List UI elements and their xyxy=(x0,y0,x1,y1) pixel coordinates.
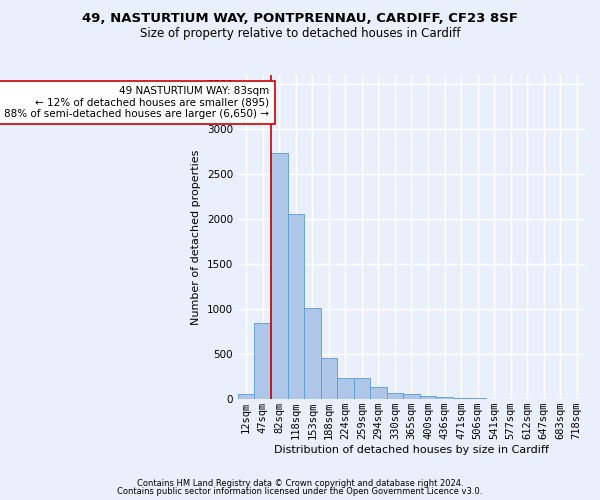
Text: Contains HM Land Registry data © Crown copyright and database right 2024.: Contains HM Land Registry data © Crown c… xyxy=(137,478,463,488)
Bar xyxy=(337,378,353,399)
Bar xyxy=(254,322,271,399)
Bar xyxy=(436,397,453,399)
Bar xyxy=(287,214,304,399)
Text: 49, NASTURTIUM WAY, PONTPRENNAU, CARDIFF, CF23 8SF: 49, NASTURTIUM WAY, PONTPRENNAU, CARDIFF… xyxy=(82,12,518,26)
Bar xyxy=(403,394,420,399)
X-axis label: Distribution of detached houses by size in Cardiff: Distribution of detached houses by size … xyxy=(274,445,549,455)
Text: Size of property relative to detached houses in Cardiff: Size of property relative to detached ho… xyxy=(140,28,460,40)
Bar xyxy=(353,378,370,399)
Bar xyxy=(370,386,386,399)
Bar xyxy=(386,394,403,399)
Bar xyxy=(469,398,486,399)
Bar xyxy=(304,308,320,399)
Y-axis label: Number of detached properties: Number of detached properties xyxy=(191,150,201,325)
Text: 49 NASTURTIUM WAY: 83sqm
← 12% of detached houses are smaller (895)
88% of semi-: 49 NASTURTIUM WAY: 83sqm ← 12% of detach… xyxy=(4,86,269,119)
Bar xyxy=(453,398,469,399)
Bar xyxy=(420,396,436,399)
Bar xyxy=(271,154,287,399)
Bar xyxy=(320,358,337,399)
Bar xyxy=(238,394,254,399)
Text: Contains public sector information licensed under the Open Government Licence v3: Contains public sector information licen… xyxy=(118,487,482,496)
